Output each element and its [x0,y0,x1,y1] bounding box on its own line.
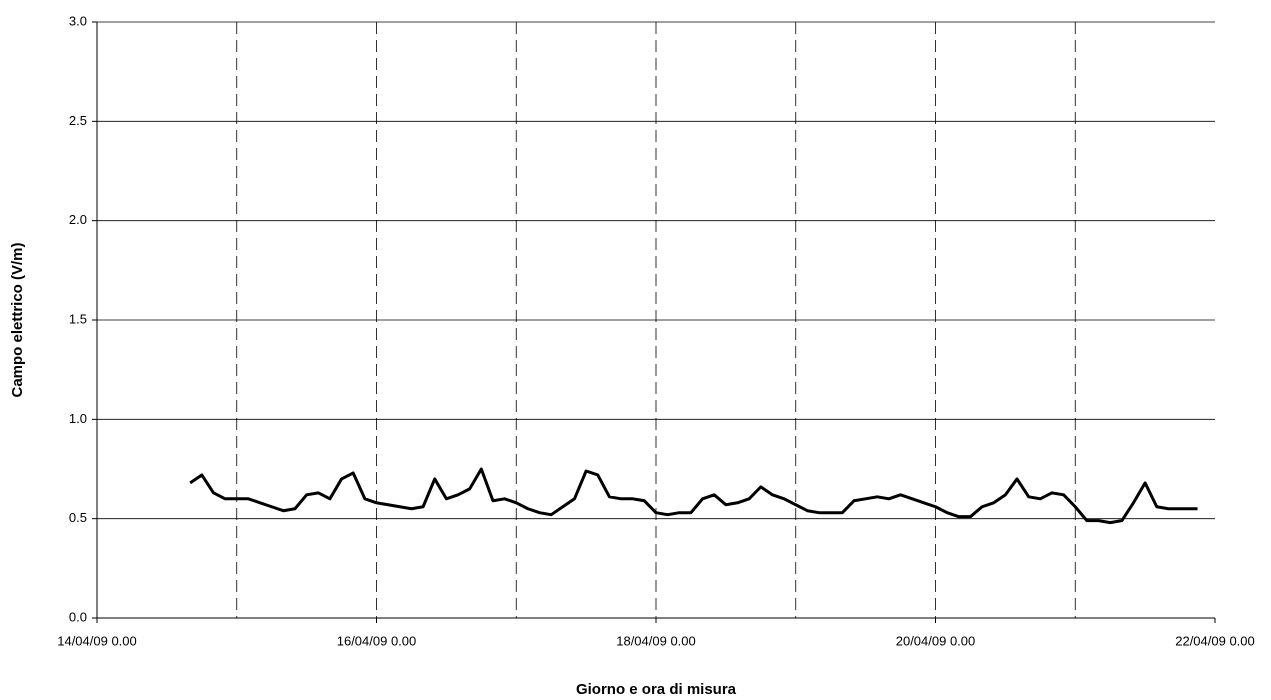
x-tick-label: 20/04/09 0.00 [896,633,976,648]
x-tick-label: 22/04/09 0.00 [1175,633,1255,648]
y-tick-label: 0.5 [69,510,87,525]
x-tick-label: 18/04/09 0.00 [616,633,696,648]
y-tick-label: 0.0 [69,609,87,624]
y-tick-label: 1.5 [69,311,87,326]
data-line [189,467,1198,525]
x-tick-label: 14/04/09 0.00 [57,633,137,648]
y-tick-label: 2.0 [69,212,87,227]
y-tick-label: 3.0 [69,13,87,28]
x-axis-title: Giorno e ora di misura [576,681,737,698]
x-tick-label: 16/04/09 0.00 [337,633,417,648]
y-tick-label: 1.0 [69,411,87,426]
y-tick-label: 2.5 [69,113,87,128]
y-axis-title: Campo elettrico (V/m) [9,242,26,397]
